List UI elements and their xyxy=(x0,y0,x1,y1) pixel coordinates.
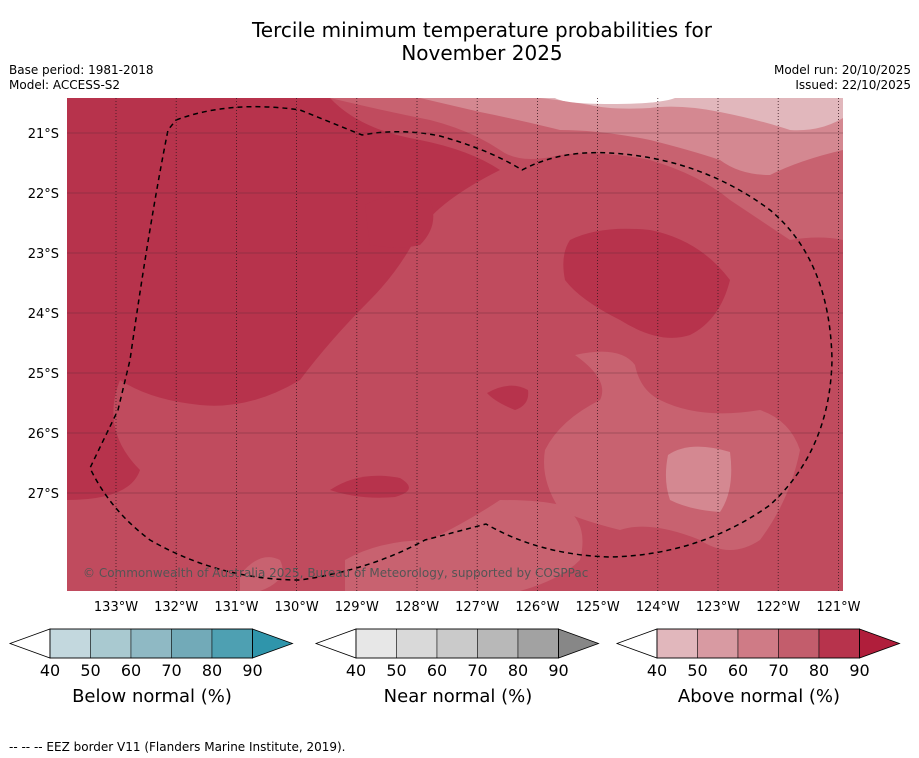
longitude-tick-label: 125°W xyxy=(576,600,620,615)
colorbar-segment xyxy=(697,628,739,659)
colorbar-tick-label: 50 xyxy=(386,661,406,680)
colorbar-tick-label: 80 xyxy=(202,661,222,680)
latitude-tick-label: 25°S xyxy=(28,367,59,382)
latitude-tick-label: 24°S xyxy=(28,307,59,322)
colorbar: 40 50 60 70 80 90 xyxy=(314,628,600,680)
colorbar-tick-label: 80 xyxy=(809,661,829,680)
longitude-ticks: 133°W 132°W 131°W 130°W 129°W 128°W 127°W 126°W… xyxy=(94,600,861,615)
longitude-tick-label: 128°W xyxy=(395,600,439,615)
colorbar-tick-label: 50 xyxy=(80,661,100,680)
colorbar-segment xyxy=(171,628,213,659)
region-light-southeast xyxy=(544,351,800,550)
colorbar-tick-label: 70 xyxy=(768,661,788,680)
colorbar-tick-label: 70 xyxy=(467,661,487,680)
longitude-tick-label: 127°W xyxy=(455,600,499,615)
colorbar-tick-label: 40 xyxy=(40,661,60,680)
colorbar-tick-label: 80 xyxy=(508,661,528,680)
colorbar-segment xyxy=(778,628,820,659)
eez-footnote: -- -- -- EEZ border V11 (Flanders Marine… xyxy=(9,740,346,754)
colorbar-tick-label: 40 xyxy=(647,661,667,680)
map-title: Tercile minimum temperature probabilitie… xyxy=(0,19,919,65)
colorbar-tick-label: 90 xyxy=(849,661,869,680)
latitude-tick-label: 26°S xyxy=(28,427,59,442)
longitude-tick-label: 126°W xyxy=(515,600,559,615)
near-normal-label: Near normal (%) xyxy=(383,686,533,707)
region-light-south xyxy=(345,500,583,591)
below-normal-label: Below normal (%) xyxy=(72,686,232,707)
colorbar-outline xyxy=(49,628,253,659)
colorbar-segment xyxy=(656,628,698,659)
colorbars: 40 50 60 70 80 90 40 50 60 70 80 90 40 50 60 70 80 90 xyxy=(8,628,901,680)
colorbar-segment xyxy=(211,628,253,659)
colorbar-min-extend xyxy=(314,628,357,659)
region-dark-south xyxy=(330,475,409,498)
graticule xyxy=(67,98,843,591)
latitude-tick-label: 21°S xyxy=(28,127,59,142)
longitude-tick-label: 123°W xyxy=(696,600,740,615)
region-lighter-northeast xyxy=(420,98,843,175)
colorbar-tick-label: 90 xyxy=(242,661,262,680)
longitude-tick-label: 130°W xyxy=(275,600,319,615)
colorbar-max-extend xyxy=(558,628,600,659)
region-dark-central xyxy=(365,196,434,248)
region-light-southwest xyxy=(240,557,283,591)
region-lightest-northeast xyxy=(540,98,843,131)
issued-text: Issued: 22/10/2025 xyxy=(795,78,911,92)
region-dark-east xyxy=(563,228,730,338)
colorbar-segment xyxy=(436,628,478,659)
colorbar-segment xyxy=(818,628,860,659)
colorbar-tick-label: 60 xyxy=(427,661,447,680)
above-normal-label: Above normal (%) xyxy=(677,686,841,707)
colorbar-max-extend xyxy=(252,628,294,659)
longitude-tick-label: 131°W xyxy=(214,600,258,615)
colorbar: 40 50 60 70 80 90 xyxy=(8,628,294,680)
region-dark-small xyxy=(487,385,529,410)
longitude-tick-label: 129°W xyxy=(335,600,379,615)
colorbar-tick-label: 70 xyxy=(161,661,181,680)
longitude-tick-label: 121°W xyxy=(816,600,860,615)
latitude-ticks: 21°S 22°S 23°S 24°S 25°S 26°S 27°S xyxy=(28,127,59,502)
colorbar-segment xyxy=(396,628,438,659)
model-run-text: Model run: 20/10/2025 xyxy=(773,63,911,77)
probability-map xyxy=(67,98,843,591)
longitude-tick-label: 132°W xyxy=(154,600,198,615)
region-lighter-southeast xyxy=(665,446,732,512)
longitude-tick-label: 122°W xyxy=(756,600,800,615)
colorbar-outline xyxy=(656,628,860,659)
region-nodata-northeast xyxy=(555,98,675,104)
colorbar-segment xyxy=(517,628,559,659)
colorbar-max-extend xyxy=(859,628,901,659)
colorbar-tick-label: 40 xyxy=(346,661,366,680)
colorbar-tick-label: 50 xyxy=(687,661,707,680)
colorbar-outline xyxy=(355,628,559,659)
latitude-tick-label: 27°S xyxy=(28,487,59,502)
latitude-tick-label: 23°S xyxy=(28,247,59,262)
meta-right: Model run: 20/10/2025 Issued: 22/10/2025 xyxy=(774,63,911,93)
latitude-tick-label: 22°S xyxy=(28,187,59,202)
eez-border-line xyxy=(89,105,833,581)
copyright-text: © Commonwealth of Australia 2025, Bureau… xyxy=(83,566,588,580)
colorbar-tick-label: 60 xyxy=(728,661,748,680)
colorbar-segment xyxy=(130,628,172,659)
colorbar-tick-label: 90 xyxy=(548,661,568,680)
base-period-text: Base period: 1981-2018 xyxy=(9,63,154,77)
colorbar: 40 50 60 70 80 90 xyxy=(615,628,901,680)
colorbar-segment xyxy=(49,628,91,659)
longitude-tick-label: 124°W xyxy=(636,600,680,615)
longitude-tick-label: 133°W xyxy=(94,600,138,615)
title-line-2: November 2025 xyxy=(401,41,563,65)
colorbar-min-extend xyxy=(615,628,658,659)
colorbar-tick-label: 60 xyxy=(121,661,141,680)
title-line-1: Tercile minimum temperature probabilitie… xyxy=(251,18,713,42)
colorbar-segment xyxy=(90,628,132,659)
meta-left: Base period: 1981-2018 Model: ACCESS-S2 xyxy=(9,63,154,93)
colorbar-segment xyxy=(477,628,519,659)
colorbar-min-extend xyxy=(8,628,51,659)
colorbar-segment xyxy=(355,628,397,659)
model-text: Model: ACCESS-S2 xyxy=(9,78,121,92)
colorbar-segment xyxy=(737,628,779,659)
